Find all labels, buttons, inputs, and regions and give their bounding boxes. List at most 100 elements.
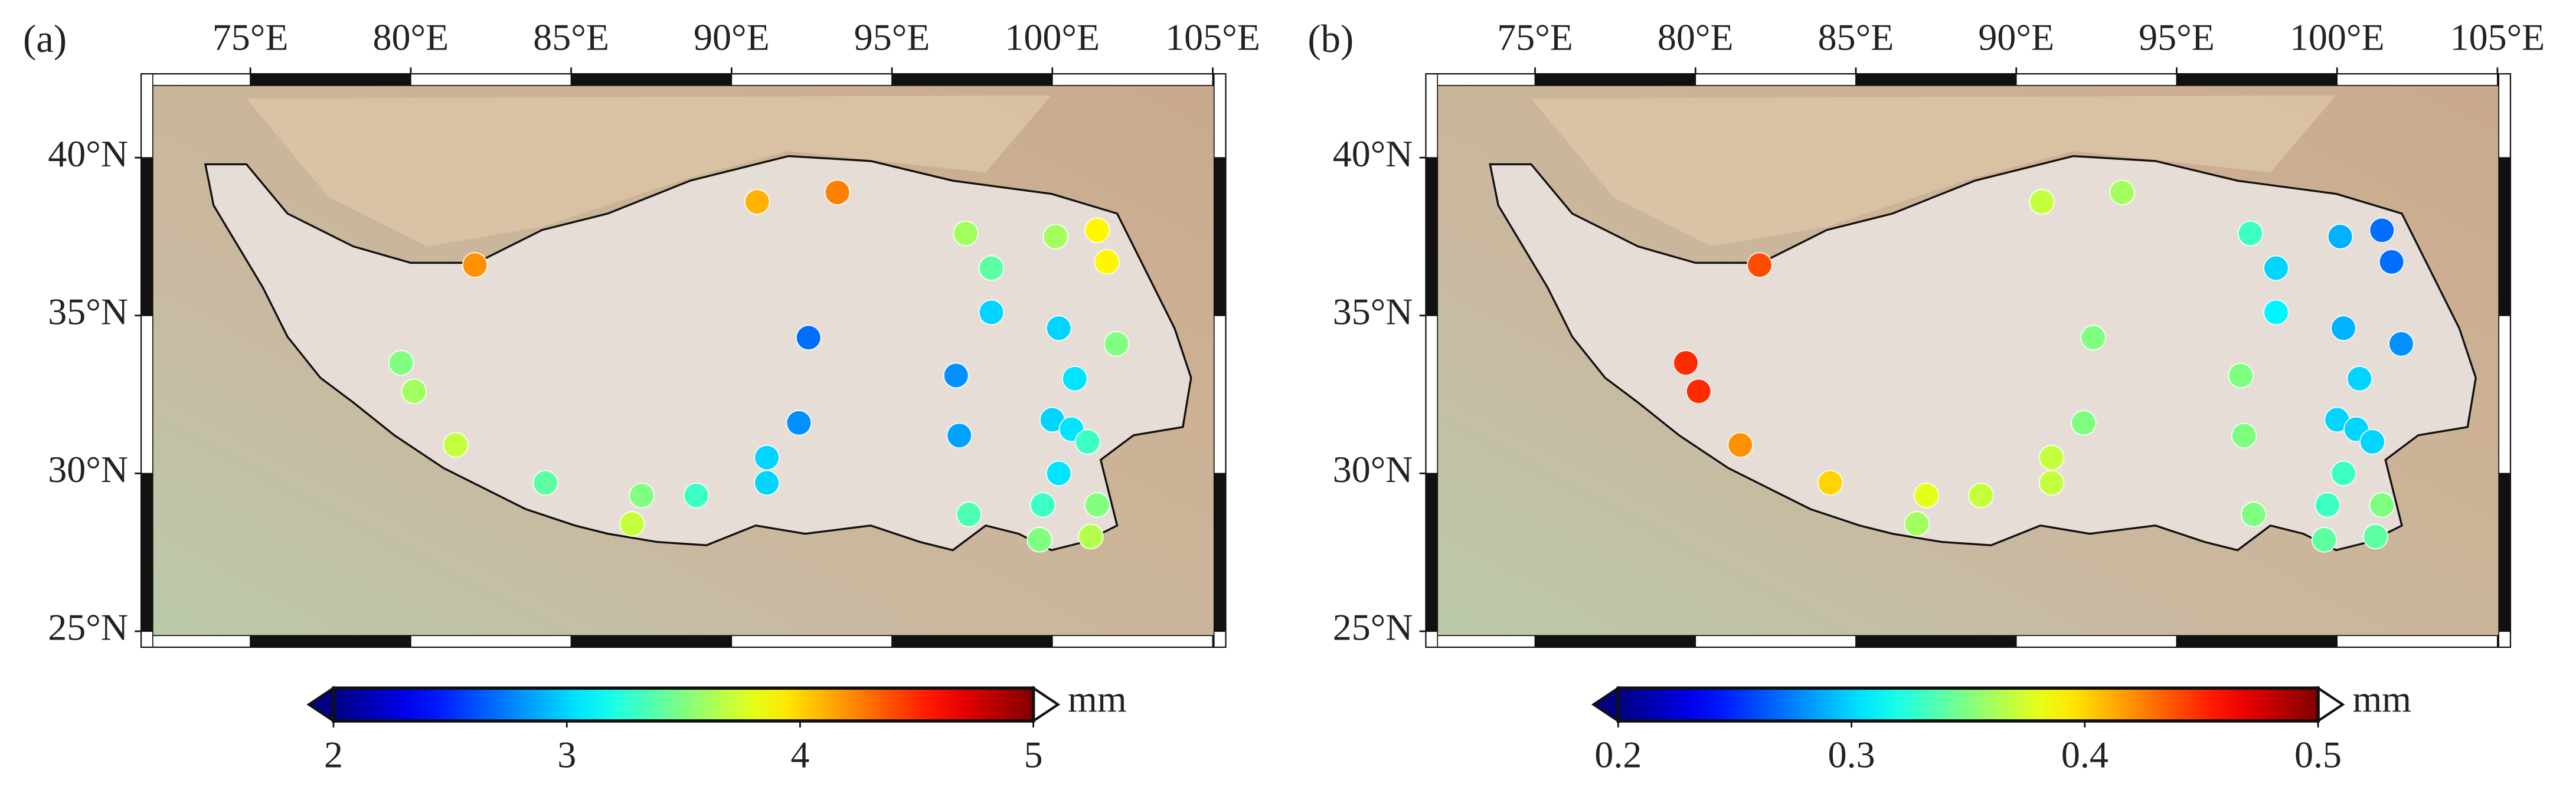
- frame-bar: [1425, 157, 1439, 316]
- station: [2071, 410, 2097, 436]
- station: [2038, 470, 2065, 496]
- y-tick-label: 40°N: [48, 133, 128, 175]
- map-panel: (b) 75°E 80°E 85°E 90°E 95°E 100°E 105°E 25°N 30°…: [1307, 16, 2545, 775]
- frame-bar: [2176, 635, 2338, 648]
- y-tick-label: 25°N: [1333, 607, 1413, 648]
- station: [2315, 492, 2340, 518]
- station: [1027, 527, 1052, 553]
- frame-bar: [1213, 631, 1227, 648]
- panel-label: (b): [1307, 17, 1354, 61]
- station: [2369, 217, 2395, 244]
- frame-bar: [1695, 73, 1856, 86]
- station: [2330, 460, 2356, 487]
- frame-bar: [140, 314, 153, 474]
- colorbar-tick-label: 5: [1024, 734, 1043, 776]
- station: [2080, 324, 2106, 350]
- frame-bar: [1425, 473, 1439, 632]
- frame-bar: [2336, 73, 2498, 86]
- station: [2346, 366, 2372, 392]
- frame-bar: [250, 635, 411, 648]
- frame-bar: [2015, 73, 2178, 86]
- frame-bar: [570, 635, 733, 648]
- y-tick-label: 25°N: [48, 607, 128, 648]
- station: [1084, 217, 1110, 244]
- station: [462, 252, 488, 278]
- tarim-basin: [246, 95, 1052, 247]
- x-tick-label: 80°E: [373, 16, 449, 58]
- x-tick-label: 90°E: [1978, 16, 2054, 58]
- station: [1045, 460, 1072, 487]
- station: [443, 432, 469, 458]
- colorbar-tick-label: 2: [324, 734, 343, 776]
- frame-bar: [140, 473, 153, 632]
- panel-label: (a): [23, 17, 67, 61]
- frame-bar: [1425, 631, 1439, 648]
- station: [2029, 189, 2055, 215]
- frame-bar: [2498, 631, 2511, 648]
- x-tick-label: 105°E: [2450, 16, 2545, 58]
- station: [2362, 523, 2389, 550]
- station: [2228, 362, 2254, 389]
- station: [1045, 315, 1072, 341]
- frame-bar: [2498, 157, 2511, 316]
- frame-bar: [140, 157, 153, 316]
- colorbar-low-extend: [1591, 686, 1620, 723]
- x-tick-label: 100°E: [1005, 16, 1100, 58]
- frame-bar: [1051, 635, 1214, 648]
- frame-bar: [2498, 473, 2511, 632]
- station: [2038, 444, 2065, 471]
- frame-bar: [140, 635, 251, 648]
- station: [2369, 492, 2395, 518]
- y-tick-label: 30°N: [48, 448, 128, 490]
- colorbar-tick-label: 4: [790, 734, 809, 776]
- frame-bar: [891, 635, 1053, 648]
- frame-bar: [1425, 73, 1536, 86]
- y-tick-label: 35°N: [1333, 290, 1413, 332]
- x-tick-label: 80°E: [1658, 16, 1734, 58]
- frame-bar: [1425, 635, 1536, 648]
- station: [1074, 429, 1101, 455]
- frame-bar: [1213, 314, 1227, 474]
- frame-bar: [731, 73, 893, 86]
- station: [2231, 422, 2257, 448]
- station: [1904, 511, 1930, 537]
- frame-bar: [2015, 635, 2178, 648]
- colorbar-high-extend: [2316, 686, 2345, 723]
- colorbar: [332, 686, 1035, 723]
- station: [978, 255, 1005, 281]
- station: [2330, 315, 2356, 341]
- station: [1913, 483, 1940, 509]
- station: [786, 410, 812, 436]
- x-tick-label: 75°E: [213, 16, 289, 58]
- colorbar-low-extend: [306, 686, 335, 723]
- station: [754, 470, 780, 496]
- station: [1968, 483, 1994, 509]
- colorbar-high-extend: [1032, 686, 1061, 723]
- station: [1673, 350, 1699, 376]
- station: [2327, 224, 2353, 250]
- frame-bar: [250, 73, 411, 86]
- colorbar-unit: mm: [1068, 678, 1127, 720]
- station: [1084, 492, 1110, 518]
- station: [2263, 255, 2289, 281]
- station: [796, 324, 822, 350]
- station: [629, 483, 655, 509]
- station: [2263, 299, 2289, 326]
- x-tick-label: 85°E: [533, 16, 609, 58]
- x-tick-label: 105°E: [1165, 16, 1260, 58]
- station: [2241, 501, 2267, 527]
- station: [1062, 366, 1088, 392]
- station: [2237, 220, 2264, 247]
- y-tick-label: 40°N: [1333, 133, 1413, 175]
- colorbar-tick-label: 0.4: [2061, 734, 2108, 776]
- colorbar-tick-label: 3: [557, 734, 576, 776]
- frame-bar: [1855, 635, 2017, 648]
- frame-bar: [2498, 314, 2511, 474]
- colorbar-tick-label: 0.2: [1594, 734, 1642, 776]
- station: [1103, 331, 1130, 357]
- station: [2109, 179, 2135, 205]
- frame-bar: [1213, 73, 1227, 159]
- station: [946, 422, 972, 448]
- x-tick-label: 75°E: [1497, 16, 1573, 58]
